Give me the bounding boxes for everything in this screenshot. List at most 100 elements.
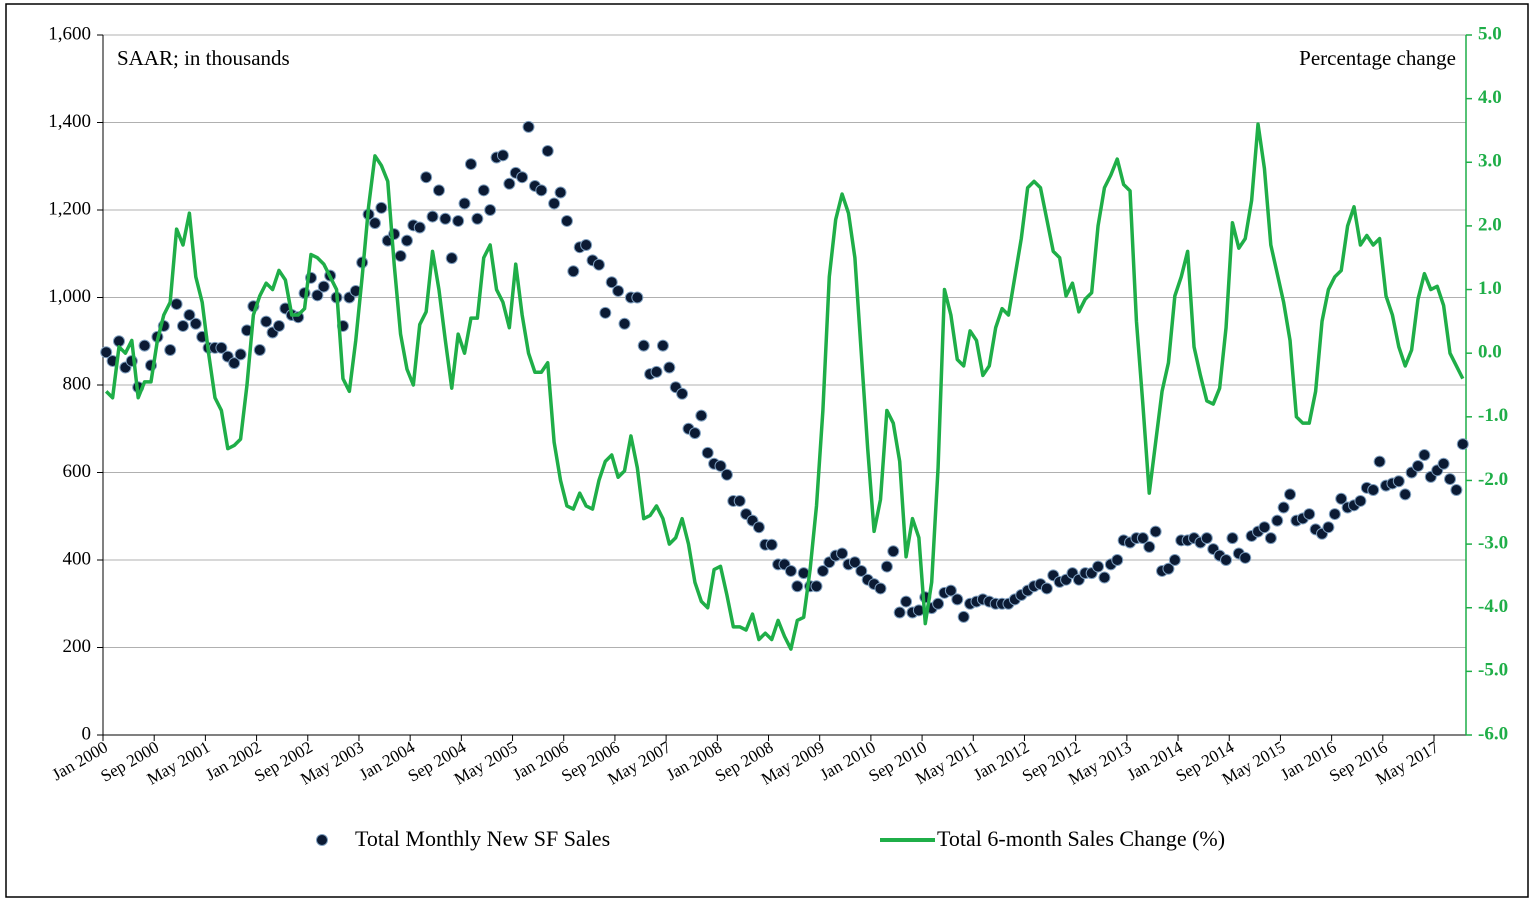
data-point (1040, 582, 1053, 595)
data-point (189, 317, 202, 330)
data-point (1168, 554, 1181, 566)
data-point (554, 186, 567, 199)
y-tick-label: 1,200 (48, 198, 91, 219)
data-point (932, 597, 945, 610)
y2-tick-label: 3.0 (1478, 151, 1502, 172)
data-point (439, 212, 452, 225)
data-point (164, 344, 177, 356)
data-point (1162, 562, 1175, 575)
data-point (663, 361, 676, 374)
y-tick-label: 400 (63, 548, 92, 569)
data-point (791, 580, 804, 593)
data-point (855, 564, 868, 577)
data-point (1092, 560, 1105, 573)
data-point (1437, 457, 1450, 470)
data-point (535, 184, 548, 197)
data-point (311, 289, 324, 302)
y2-tick-label: -3.0 (1478, 532, 1508, 553)
data-point (836, 547, 849, 560)
data-point (765, 538, 778, 551)
data-point (944, 584, 957, 597)
data-point (951, 593, 964, 606)
data-point (496, 149, 509, 162)
data-point (567, 265, 580, 278)
data-point (183, 309, 196, 321)
y-tick-label: 1,000 (48, 286, 91, 307)
data-point (701, 446, 714, 459)
y-tick-label: 200 (63, 636, 92, 657)
data-point (605, 276, 618, 289)
y2-tick-label: -4.0 (1478, 596, 1508, 617)
data-point (394, 249, 407, 262)
data-point (1456, 438, 1469, 451)
data-point (676, 387, 689, 400)
data-point (272, 319, 285, 332)
data-point (957, 610, 970, 623)
data-point (631, 291, 644, 304)
data-point (887, 545, 900, 558)
data-point (445, 252, 458, 265)
y-tick-label: 1,400 (48, 111, 91, 132)
legend-label: Total Monthly New SF Sales (355, 826, 610, 851)
data-point (592, 258, 605, 271)
data-point (234, 348, 247, 361)
data-point (375, 201, 388, 214)
data-point (893, 606, 906, 619)
data-point (1136, 532, 1149, 545)
data-point (484, 204, 497, 216)
data-point (1239, 551, 1252, 564)
data-point (1098, 571, 1111, 584)
data-point (695, 409, 708, 422)
data-point (848, 556, 861, 569)
data-point (452, 214, 465, 227)
data-point (1367, 484, 1380, 496)
data-point (228, 357, 241, 370)
data-point (874, 582, 887, 595)
data-point (599, 306, 612, 319)
data-point (1264, 532, 1277, 545)
chart-frame (5, 3, 1529, 898)
data-point (215, 341, 228, 354)
data-point (810, 580, 823, 593)
data-point (1392, 475, 1405, 488)
data-point (784, 564, 797, 577)
y2-tick-label: 2.0 (1478, 214, 1502, 235)
data-point (368, 217, 381, 230)
legend-label: Total 6-month Sales Change (%) (937, 826, 1225, 851)
data-point (516, 171, 529, 184)
data-point (541, 144, 554, 157)
data-point (618, 317, 631, 330)
data-point (1303, 508, 1316, 521)
data-point (100, 346, 113, 359)
data-point (1226, 532, 1239, 545)
y-tick-label: 1,600 (48, 23, 91, 44)
legend-marker (316, 834, 328, 846)
y2-tick-label: 0.0 (1478, 342, 1502, 363)
data-point (580, 239, 593, 251)
data-point (1143, 540, 1156, 553)
left-axis-note: SAAR; in thousands (117, 46, 290, 70)
data-point (420, 171, 433, 184)
data-line (104, 122, 1465, 651)
y2-tick-label: -5.0 (1478, 660, 1508, 681)
data-point (650, 365, 663, 378)
data-point (900, 595, 913, 608)
data-point (1444, 473, 1457, 486)
data-point (1111, 554, 1124, 566)
data-point (612, 284, 625, 297)
data-point (1328, 508, 1341, 521)
data-point (720, 468, 733, 481)
data-point (656, 339, 669, 352)
data-point (1399, 488, 1412, 501)
data-point (522, 120, 535, 133)
data-point (1412, 459, 1425, 472)
data-point (1271, 514, 1284, 527)
data-point (432, 184, 445, 197)
right-axis-note: Percentage change (1299, 46, 1456, 70)
data-point (317, 280, 330, 293)
data-point (1418, 449, 1431, 461)
data-point (637, 339, 650, 352)
data-point (426, 210, 439, 223)
data-point (503, 177, 516, 190)
y2-tick-label: 4.0 (1478, 87, 1502, 108)
